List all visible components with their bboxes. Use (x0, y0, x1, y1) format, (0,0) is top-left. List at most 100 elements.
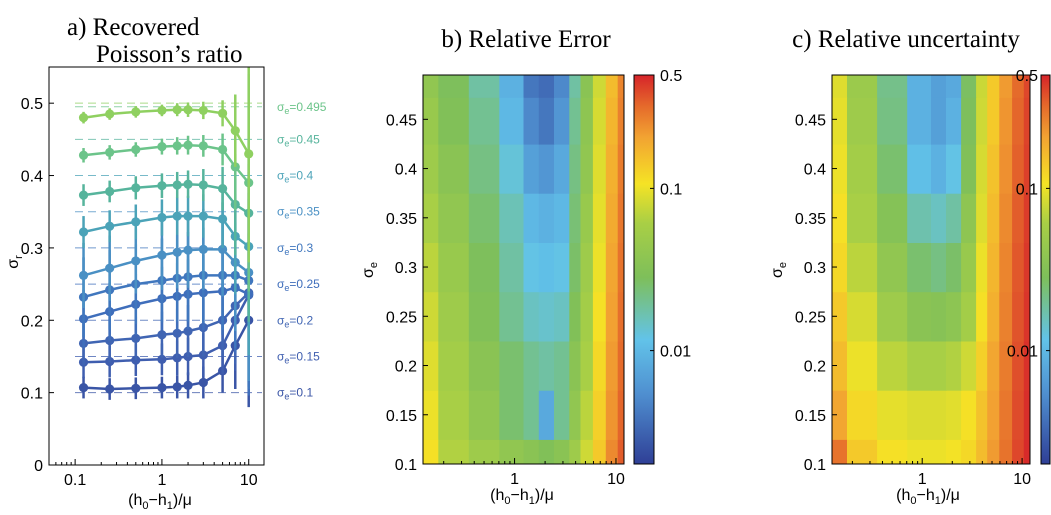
heatmap-cell (1023, 439, 1030, 464)
series-label: σe=0.15 (277, 349, 320, 365)
panel-a-axes-box (48, 66, 265, 466)
heatmap-cell (605, 75, 619, 98)
data-point (131, 333, 141, 343)
xtick-label: 10 (1013, 471, 1031, 488)
data-point (157, 250, 167, 260)
heatmap-cell (1012, 242, 1025, 293)
data-point (183, 140, 193, 150)
data-point (172, 211, 182, 221)
panel-a-title-line2: Poisson’s ratio (96, 41, 243, 68)
heatmap-cell (832, 340, 848, 391)
heatmap-cell (523, 390, 540, 440)
heatmap-cell (617, 340, 624, 391)
data-point (105, 186, 115, 197)
heatmap-cell (931, 291, 947, 342)
xtick-label: 0.1 (64, 472, 86, 489)
heatmap-cell (907, 242, 932, 293)
data-point (183, 211, 193, 221)
heatmap-cell (554, 242, 570, 293)
data-point (198, 105, 208, 116)
data-point (157, 142, 167, 152)
heatmap-cell (987, 242, 1000, 293)
heatmap-cell (423, 193, 439, 243)
heatmap-cell (999, 97, 1013, 145)
heatmap-cell (931, 340, 947, 391)
heatmap-cell (523, 143, 540, 194)
heatmap-cell (569, 439, 582, 464)
true-value-lines (75, 102, 262, 394)
data-point (157, 382, 167, 393)
heatmap-cell (438, 75, 470, 98)
ytick-label: 0.45 (386, 112, 417, 129)
heatmap-cell (592, 143, 607, 194)
heatmap-cell (554, 75, 570, 98)
heatmap-cell (468, 340, 500, 391)
heatmap-cell (847, 390, 878, 440)
heatmap-cell (592, 439, 607, 464)
heatmap-cell (976, 242, 988, 293)
heatmap-cell (538, 340, 555, 391)
heatmap-cell (438, 291, 470, 342)
heatmap-cell (605, 439, 619, 464)
heatmap-cell (468, 439, 500, 464)
heatmap-cell (554, 143, 570, 194)
heatmap-cell (1023, 193, 1030, 243)
heatmap-cell (592, 390, 607, 440)
data-point (217, 214, 228, 224)
data-point (198, 244, 208, 254)
heatmap-cell (987, 75, 1000, 98)
heatmap-cell (538, 439, 555, 464)
data-point (244, 149, 254, 159)
heatmap-cell (499, 340, 525, 391)
heatmap-cell (931, 242, 947, 293)
heatmap-cell (569, 75, 582, 98)
heatmap-cell (987, 143, 1000, 194)
data-point (183, 326, 193, 336)
heatmap-cell (999, 439, 1013, 464)
heatmap-cell (847, 143, 878, 194)
ytick-label: 0.2 (804, 359, 826, 376)
panel-c-xticks: 1 10 (851, 458, 1031, 488)
heatmap-cell (438, 390, 470, 440)
panel-c-colorbar (1040, 74, 1051, 465)
heatmap-cell (832, 143, 848, 194)
panel-c-title: c) Relative uncertainty (792, 26, 1020, 53)
heatmap-cell (538, 193, 555, 243)
heatmap-cell (877, 97, 908, 145)
heatmap-cell (499, 439, 525, 464)
heatmap-cell (832, 291, 848, 342)
heatmap-cell (423, 340, 439, 391)
panel-c-ylabel: σe (769, 262, 789, 278)
data-point (131, 383, 141, 393)
data-point (172, 105, 182, 115)
panel-c-axes-box (831, 74, 1031, 465)
heatmap-cell (605, 390, 619, 440)
heatmap-cell (569, 97, 582, 145)
data-point (78, 190, 89, 200)
series-line (83, 294, 250, 364)
heatmap-cell (877, 340, 908, 391)
heatmap-cell (961, 97, 977, 145)
heatmap-cell (877, 143, 908, 194)
ytick-label: 0.45 (795, 112, 826, 129)
heatmap-cell (538, 97, 555, 145)
series-line (83, 248, 250, 277)
panel-a-title-line1: a) Recovered (67, 14, 200, 41)
data-point (183, 380, 193, 390)
heatmap-cell (1012, 340, 1025, 391)
panel-b-xticks: 1 10 (443, 458, 625, 488)
data-point (157, 181, 167, 191)
heatmap-cell (832, 439, 848, 464)
data-point (131, 217, 141, 227)
heatmap-cell (1012, 193, 1025, 243)
colorbar-tick-label: 0.01 (660, 344, 691, 361)
series-line (83, 274, 250, 299)
heatmap-cell (877, 390, 908, 440)
heatmap-cell (931, 390, 947, 440)
heatmap-cell (592, 340, 607, 391)
series-line (83, 291, 250, 345)
heatmap-cell (605, 97, 619, 145)
ytick-label: 0.35 (386, 211, 417, 228)
heatmap-cell (438, 340, 470, 391)
heatmap-cell (877, 439, 908, 464)
